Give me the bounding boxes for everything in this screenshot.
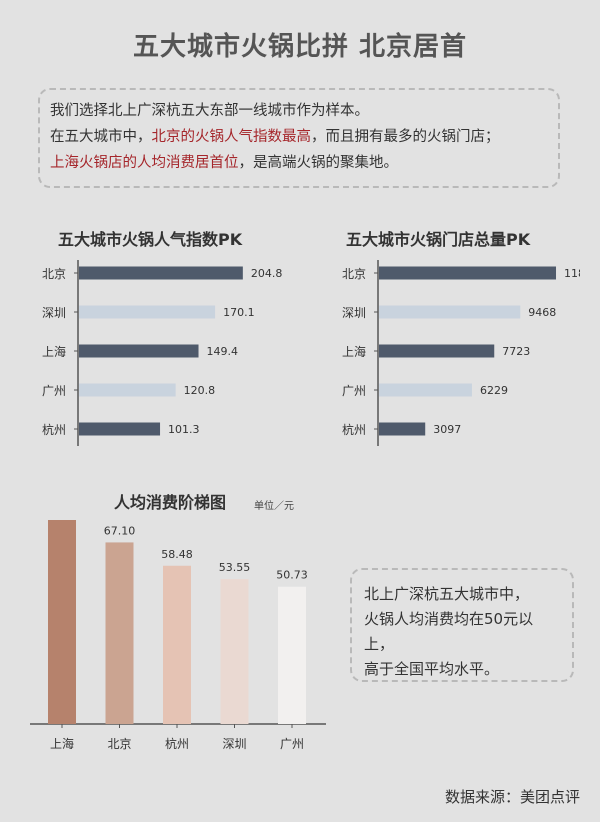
bar: [379, 422, 426, 436]
intro-highlight: 北京的火锅人气指数最高: [151, 129, 312, 145]
category-label: 广州: [42, 384, 66, 398]
intro-line-3: 上海火锅店的人均消费居首位，是高端火锅的聚集地。: [50, 150, 548, 176]
value-label: 149.4: [207, 345, 239, 358]
popularity-chart: 北京 204.8 深圳 170.1 上海 149.4 广州 120.8 杭州 101.3: [40, 256, 290, 446]
value-label: 3097: [433, 423, 461, 436]
category-label: 广州: [342, 384, 366, 398]
data-source: 数据来源：美团点评: [444, 788, 580, 806]
page-title: 五大城市火锅比拼 北京居首: [132, 32, 468, 62]
chart1-title: 五大城市火锅人气指数PK: [58, 230, 243, 249]
value-label: 9468: [528, 306, 556, 319]
category-label: 上海: [42, 344, 66, 359]
category-label: 深圳: [42, 306, 66, 320]
value-label: 50.73: [276, 569, 308, 582]
bar: [79, 344, 199, 358]
value-label: 67.10: [104, 524, 136, 537]
intro-line-1: 我们选择北上广深杭五大东部一线城市作为样本。: [50, 103, 369, 119]
bar: [79, 422, 161, 436]
value-label: 204.8: [251, 267, 283, 280]
intro-text: ，是高端火锅的聚集地。: [238, 155, 399, 171]
value-label: 53.55: [219, 561, 251, 574]
note-line-2: 火锅人均消费均在50元以上，: [364, 610, 534, 653]
value-label: 11862: [564, 267, 580, 280]
bar: [379, 344, 495, 358]
intro-line-2: 在五大城市中，北京的火锅人气指数最高，而且拥有最多的火锅门店；: [50, 124, 548, 150]
category-label: 深圳: [222, 737, 246, 751]
bar: [379, 305, 521, 319]
category-label: 北京: [342, 267, 366, 281]
store-count-chart: 北京 11862 深圳 9468 上海 7723 广州 6229 杭州 3097: [340, 256, 580, 446]
category-label: 上海: [342, 344, 366, 359]
category-label: 广州: [280, 737, 304, 751]
value-label: 101.3: [168, 423, 200, 436]
chart3-unit: 单位／元: [254, 501, 294, 512]
bar: [163, 565, 191, 724]
category-label: 北京: [107, 737, 131, 751]
intro-text: 在五大城市中，: [50, 129, 152, 145]
value-label: 170.1: [223, 306, 255, 319]
bar: [278, 586, 306, 724]
category-label: 杭州: [342, 422, 366, 437]
category-label: 杭州: [42, 422, 66, 437]
value-label: 6229: [480, 384, 508, 397]
chart3-title: 人均消费阶梯图: [114, 493, 227, 512]
category-label: 深圳: [342, 306, 366, 320]
category-label: 杭州: [165, 736, 189, 751]
bar: [79, 305, 216, 319]
intro-highlight: 上海火锅店的人均消费居首位: [50, 155, 239, 171]
note-box: 北上广深杭五大城市中， 火锅人均消费均在50元以上， 高于全国平均水平。: [350, 568, 574, 682]
value-label: 7723: [502, 345, 530, 358]
intro-box: 我们选择北上广深杭五大东部一线城市作为样本。 在五大城市中，北京的火锅人气指数最…: [38, 88, 560, 188]
value-label: 58.48: [161, 548, 193, 561]
bar: [48, 520, 76, 724]
bar: [79, 383, 176, 397]
value-label: 120.8: [184, 384, 216, 397]
bar: [79, 266, 243, 280]
bar: [105, 542, 134, 724]
bar: [220, 579, 249, 724]
note-line-3: 高于全国平均水平。: [364, 660, 500, 678]
note-line-1: 北上广深杭五大城市中，: [364, 585, 530, 603]
bar: [379, 383, 472, 397]
category-label: 北京: [42, 267, 66, 281]
intro-text: ，而且拥有最多的火锅门店；: [311, 129, 500, 145]
bar: [379, 266, 557, 280]
chart2-title: 五大城市火锅门店总量PK: [346, 230, 531, 249]
category-label: 上海: [50, 736, 74, 751]
